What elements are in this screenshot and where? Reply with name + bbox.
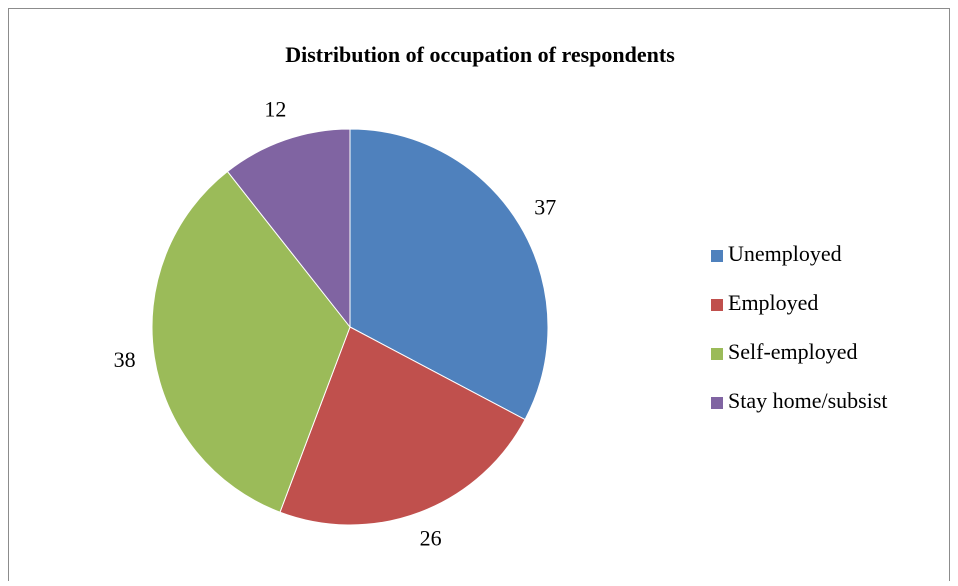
data-label: 26: [420, 525, 442, 550]
legend-swatch: [711, 299, 723, 311]
pie-slice: [279, 326, 526, 526]
pie-slice: [226, 128, 351, 329]
legend-label: Self-employed: [728, 339, 858, 364]
legend-swatch: [711, 348, 723, 360]
chart-title: Distribution of occupation of respondent…: [285, 42, 675, 67]
data-label: 37: [534, 194, 556, 219]
legend-label: Unemployed: [728, 241, 842, 266]
legend-label: Employed: [728, 290, 818, 315]
data-label: 12: [264, 97, 286, 122]
pie-slice: [151, 170, 351, 513]
pie-slice: [349, 128, 549, 421]
legend-label: Stay home/subsist: [728, 388, 888, 413]
legend-swatch: [711, 250, 723, 262]
data-label: 38: [114, 347, 136, 372]
legend-swatch: [711, 397, 723, 409]
